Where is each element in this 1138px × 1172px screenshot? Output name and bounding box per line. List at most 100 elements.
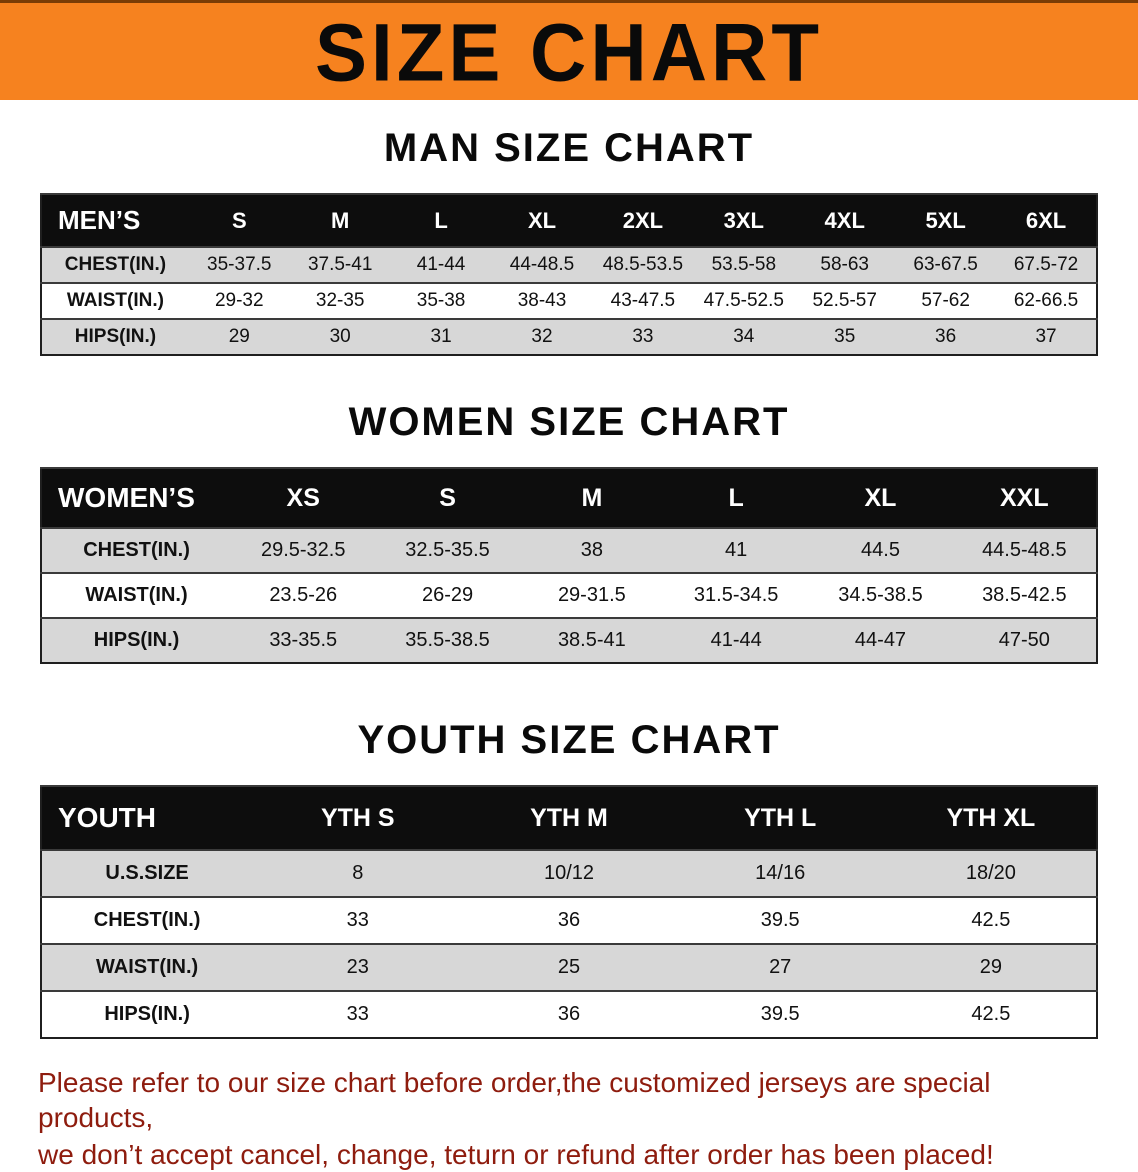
value-cell: 14/16 xyxy=(674,850,886,897)
disclaimer-line-2: we don’t accept cancel, change, teturn o… xyxy=(38,1139,994,1170)
table-row: HIPS(IN.) 33 36 39.5 42.5 xyxy=(41,991,1097,1038)
value-cell: 23.5-26 xyxy=(231,573,376,618)
value-cell: 32 xyxy=(491,319,593,355)
value-cell: 58-63 xyxy=(794,247,896,283)
men-size-table-wrap: MEN’S S M L XL 2XL 3XL 4XL 5XL 6XL CHEST(IN.) 35-37… xyxy=(40,193,1098,356)
value-cell: 53.5-58 xyxy=(693,247,795,283)
value-cell: 35-38 xyxy=(390,283,492,319)
row-label-cell: HIPS(IN.) xyxy=(41,618,232,663)
value-cell: 33 xyxy=(252,991,464,1038)
value-cell: 44.5 xyxy=(808,528,953,573)
row-label-cell: CHEST(IN.) xyxy=(41,528,232,573)
value-cell: 8 xyxy=(252,850,464,897)
value-cell: 29-32 xyxy=(188,283,290,319)
size-column-header: S xyxy=(375,468,520,528)
table-row: HIPS(IN.) 33-35.5 35.5-38.5 38.5-41 41-44 44-… xyxy=(41,618,1097,663)
row-label-cell: WAIST(IN.) xyxy=(41,573,232,618)
footer-disclaimer: Please refer to our size chart before or… xyxy=(38,1065,1110,1172)
value-cell: 30 xyxy=(289,319,391,355)
value-cell: 31 xyxy=(390,319,492,355)
value-cell: 36 xyxy=(463,897,675,944)
size-column-header: L xyxy=(664,468,809,528)
value-cell: 29 xyxy=(885,944,1097,991)
youth-section-heading: YOUTH SIZE CHART xyxy=(357,718,781,762)
table-header-row: MEN’S S M L XL 2XL 3XL 4XL 5XL 6XL xyxy=(41,194,1097,247)
value-cell: 41-44 xyxy=(664,618,809,663)
size-column-header: S xyxy=(188,194,290,247)
value-cell: 44-48.5 xyxy=(491,247,593,283)
value-cell: 39.5 xyxy=(674,897,886,944)
row-label-cell: HIPS(IN.) xyxy=(41,991,253,1038)
value-cell: 36 xyxy=(463,991,675,1038)
size-column-header: 3XL xyxy=(693,194,795,247)
size-column-header: XXL xyxy=(952,468,1097,528)
size-column-header: YTH L xyxy=(674,786,886,850)
value-cell: 35.5-38.5 xyxy=(375,618,520,663)
page-title: SIZE CHART xyxy=(315,5,823,98)
value-cell: 34 xyxy=(693,319,795,355)
size-column-header: 4XL xyxy=(794,194,896,247)
value-cell: 18/20 xyxy=(885,850,1097,897)
table-row: WAIST(IN.) 23 25 27 29 xyxy=(41,944,1097,991)
value-cell: 38-43 xyxy=(491,283,593,319)
men-section-heading: MAN SIZE CHART xyxy=(383,126,755,170)
value-cell: 27 xyxy=(674,944,886,991)
size-column-header: XL xyxy=(808,468,953,528)
value-cell: 33-35.5 xyxy=(231,618,376,663)
value-cell: 34.5-38.5 xyxy=(808,573,953,618)
value-cell: 62-66.5 xyxy=(996,283,1097,319)
women-section-heading: WOMEN SIZE CHART xyxy=(348,400,790,444)
value-cell: 26-29 xyxy=(375,573,520,618)
table-row: WAIST(IN.) 23.5-26 26-29 29-31.5 31.5-34.5 34… xyxy=(41,573,1097,618)
women-size-table-wrap: WOMEN’S XS S M L XL XXL CHEST(IN.) 29.5-32.5 32.5… xyxy=(40,467,1098,664)
value-cell: 31.5-34.5 xyxy=(664,573,809,618)
value-cell: 47-50 xyxy=(952,618,1097,663)
value-cell: 48.5-53.5 xyxy=(592,247,694,283)
row-label-cell: WAIST(IN.) xyxy=(41,283,189,319)
row-label-cell: WAIST(IN.) xyxy=(41,944,253,991)
value-cell: 52.5-57 xyxy=(794,283,896,319)
value-cell: 35-37.5 xyxy=(188,247,290,283)
value-cell: 67.5-72 xyxy=(996,247,1097,283)
table-row: WAIST(IN.) 29-32 32-35 35-38 38-43 43-47.5 47.… xyxy=(41,283,1097,319)
size-column-header: YTH XL xyxy=(885,786,1097,850)
value-cell: 42.5 xyxy=(885,897,1097,944)
size-column-header: XS xyxy=(231,468,376,528)
size-column-header: M xyxy=(289,194,391,247)
banner: SIZE CHART xyxy=(0,0,1138,100)
value-cell: 33 xyxy=(592,319,694,355)
disclaimer-line-1: Please refer to our size chart before or… xyxy=(38,1067,991,1133)
table-row: HIPS(IN.) 29 30 31 32 33 34 35 36 37 xyxy=(41,319,1097,355)
value-cell: 33 xyxy=(252,897,464,944)
size-column-header: M xyxy=(519,468,665,528)
value-cell: 44.5-48.5 xyxy=(952,528,1097,573)
value-cell: 10/12 xyxy=(463,850,675,897)
size-column-header: 6XL xyxy=(996,194,1097,247)
value-cell: 29.5-32.5 xyxy=(231,528,376,573)
value-cell: 47.5-52.5 xyxy=(693,283,795,319)
size-column-header: YTH S xyxy=(252,786,464,850)
value-cell: 43-47.5 xyxy=(592,283,694,319)
youth-size-table-wrap: YOUTH YTH S YTH M YTH L YTH XL U.S.SIZE 8 10/12… xyxy=(40,785,1098,1039)
value-cell: 57-62 xyxy=(895,283,997,319)
size-column-header: YTH M xyxy=(463,786,675,850)
value-cell: 25 xyxy=(463,944,675,991)
value-cell: 23 xyxy=(252,944,464,991)
value-cell: 41 xyxy=(664,528,809,573)
table-row: CHEST(IN.) 29.5-32.5 32.5-35.5 38 41 44.5 44.5… xyxy=(41,528,1097,573)
value-cell: 36 xyxy=(895,319,997,355)
size-column-header: 2XL xyxy=(592,194,694,247)
value-cell: 32.5-35.5 xyxy=(375,528,520,573)
size-column-header: L xyxy=(390,194,492,247)
row-label-cell: CHEST(IN.) xyxy=(41,247,189,283)
size-column-header: XL xyxy=(491,194,593,247)
row-label-cell: CHEST(IN.) xyxy=(41,897,253,944)
value-cell: 38.5-41 xyxy=(519,618,665,663)
row-label-cell: U.S.SIZE xyxy=(41,850,253,897)
value-cell: 38.5-42.5 xyxy=(952,573,1097,618)
value-cell: 44-47 xyxy=(808,618,953,663)
value-cell: 35 xyxy=(794,319,896,355)
table-row: CHEST(IN.) 35-37.5 37.5-41 41-44 44-48.5 48.5… xyxy=(41,247,1097,283)
value-cell: 38 xyxy=(519,528,665,573)
